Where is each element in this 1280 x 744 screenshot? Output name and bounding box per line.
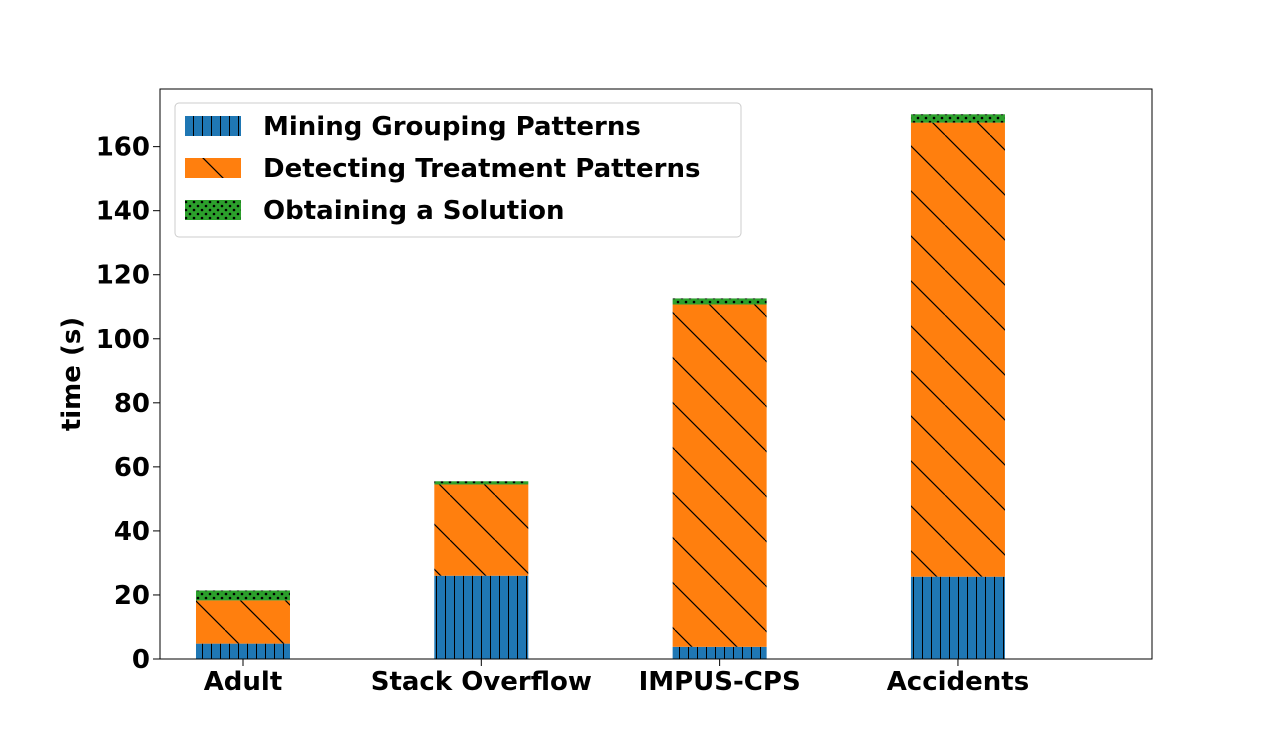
- legend-box: [174, 102, 742, 238]
- y-tick-label: 140: [96, 197, 150, 227]
- bar-impus-cps-detecting-treatment-patterns: [672, 304, 767, 647]
- legend-label-detecting-treatment-patterns: Detecting Treatment Patterns: [263, 154, 700, 184]
- bars-layer: [195, 114, 1005, 659]
- y-tick-label: 60: [114, 453, 150, 483]
- x-tick-label-adult: Adult: [204, 667, 283, 697]
- bar-accidents-mining-grouping-patterns: [910, 576, 1005, 659]
- legend-swatch-detecting-treatment-patterns: [185, 158, 241, 178]
- bar-accidents-detecting-treatment-patterns: [910, 122, 1005, 577]
- bar-stack-overflow-mining-grouping-patterns: [434, 575, 529, 659]
- legend-swatch-obtaining-a-solution: [185, 200, 241, 220]
- y-axis: 0 20 40 60 80 100 120 140 160: [96, 133, 160, 675]
- x-axis: Adult Stack Overflow IMPUS-CPS Accidents: [204, 659, 1030, 697]
- bar-adult-detecting-treatment-patterns: [195, 600, 290, 644]
- bar-adult-mining-grouping-patterns: [195, 643, 290, 659]
- x-tick-label-accidents: Accidents: [887, 667, 1030, 697]
- y-axis-label: time (s): [57, 317, 87, 431]
- y-tick-label: 80: [114, 389, 150, 419]
- bar-stack-overflow-obtaining-a-solution: [434, 481, 529, 485]
- bar-accidents-obtaining-a-solution: [910, 114, 1005, 123]
- y-tick-label: 0: [132, 645, 150, 675]
- x-tick-label-impus-cps: IMPUS-CPS: [639, 667, 801, 697]
- legend-label-obtaining-a-solution: Obtaining a Solution: [263, 196, 565, 226]
- y-tick-label: 100: [96, 325, 150, 355]
- x-tick-label-stack-overflow: Stack Overflow: [371, 667, 592, 697]
- plot-frame: [159, 88, 1153, 660]
- legend-label-mining-grouping-patterns: Mining Grouping Patterns: [263, 112, 641, 142]
- bar-impus-cps-obtaining-a-solution: [672, 298, 767, 305]
- legend-swatch-mining-grouping-patterns: [185, 116, 241, 136]
- y-tick-label: 120: [96, 261, 150, 291]
- bar-adult-obtaining-a-solution: [195, 590, 290, 601]
- y-tick-label: 20: [114, 581, 150, 611]
- y-tick-label: 40: [114, 517, 150, 547]
- y-tick-label: 160: [96, 133, 150, 163]
- bar-impus-cps-mining-grouping-patterns: [672, 646, 767, 659]
- legend: Mining Grouping Patterns Detecting Treatm…: [174, 102, 742, 238]
- bar-stack-overflow-detecting-treatment-patterns: [434, 484, 529, 576]
